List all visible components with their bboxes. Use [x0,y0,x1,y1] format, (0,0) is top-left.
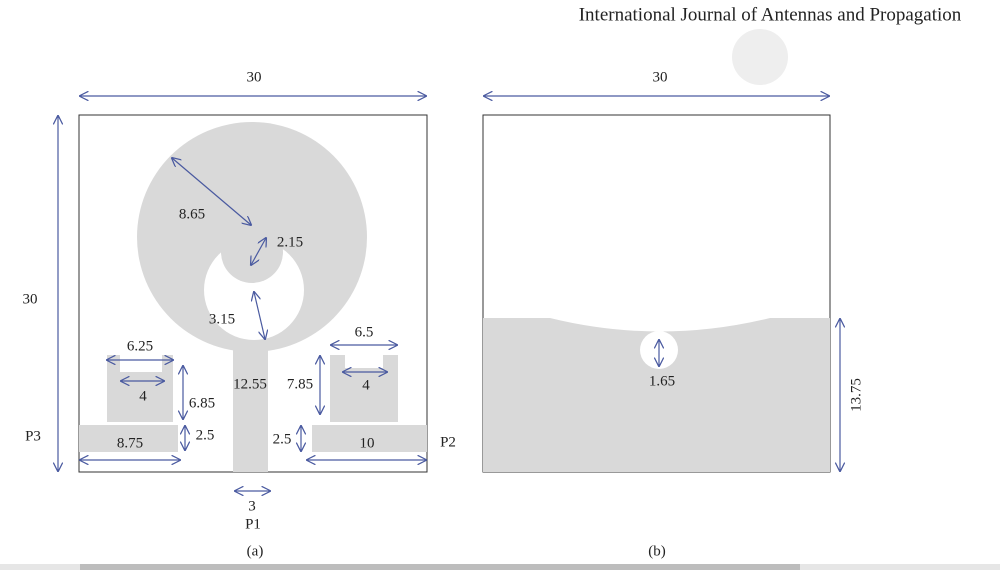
dim: 2.15 [277,234,303,250]
dimension-arrow [172,158,251,225]
port-label: P3 [25,428,41,444]
left-bar [79,425,178,452]
right-bar [312,425,427,452]
dim: 6.25 [127,338,153,354]
port-label: P2 [440,434,456,450]
dimension-arrow [251,238,266,265]
dim: 6.5 [355,324,374,340]
left-stub [107,355,173,422]
dim: 7.85 [287,376,313,392]
dim: 4 [139,388,147,404]
dim: 3 [248,498,256,514]
dim: 30 [23,291,38,307]
dim: 3.15 [209,311,235,327]
dim: 2.5 [273,431,292,447]
dim: 8.65 [179,206,205,222]
scrollbar-thumb [80,564,800,570]
inner-patch [221,221,283,283]
ground-plane [483,318,830,472]
caption: (b) [648,543,666,559]
dim: 1.65 [649,373,675,389]
dim: 13.75 [848,378,864,412]
decoration [732,29,788,85]
dim: 4 [362,377,370,393]
caption: (a) [247,543,264,559]
dimension-arrow [254,292,265,339]
dim: 2.5 [196,427,215,443]
port-label: P1 [245,516,261,532]
dim: 12.55 [233,376,267,392]
panel-a: 30 30 8.65 2.15 3.15 12.55 3 P1 6.25 4 6… [23,69,456,559]
dim: 30 [247,69,262,85]
feed-line [233,345,268,472]
dim: 8.75 [117,435,143,451]
dim: 6.85 [189,395,215,411]
journal-title: International Journal of Antennas and Pr… [579,4,962,25]
dim: 10 [360,435,375,451]
panel-b: 1.65 30 13.75 (b) [482,69,864,559]
dim: 30 [653,69,668,85]
